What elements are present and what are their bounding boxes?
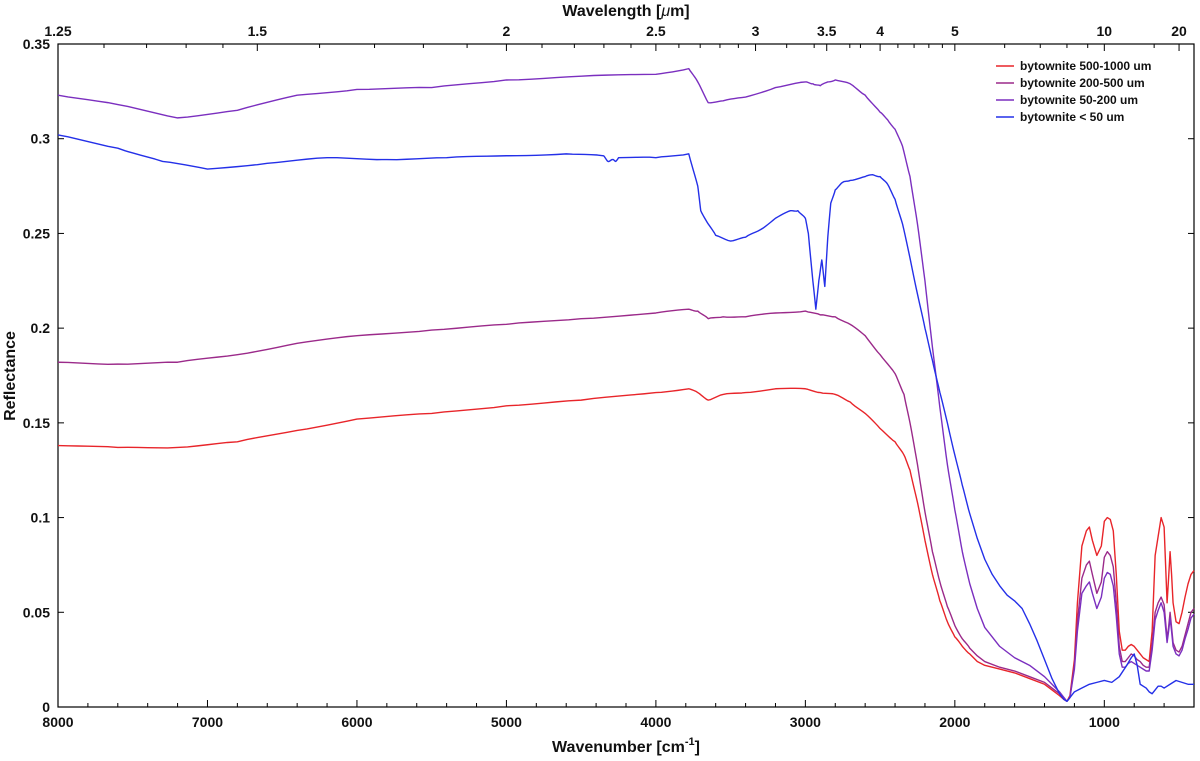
legend: bytownite 500-1000 um bytownite 200-500 u…: [989, 54, 1187, 130]
x-tick-label: 8000: [42, 714, 73, 730]
legend-label: bytownite 50-200 um: [1020, 93, 1138, 107]
x-axis-ticks: 8000 7000 6000 5000 4000 3000 2000 1000: [42, 700, 1195, 730]
top-tick-label: 1.25: [44, 23, 71, 39]
top-tick-label: 5: [951, 23, 959, 39]
y-tick-label: 0.15: [23, 415, 50, 431]
y-axis-title: Reflectance: [2, 331, 19, 421]
top-tick-label: 10: [1097, 23, 1113, 39]
y-tick-label: 0.35: [23, 36, 50, 52]
x-tick-label: 2000: [939, 714, 970, 730]
legend-label: bytownite 500-1000 um: [1020, 59, 1151, 73]
top-tick-label: 20: [1171, 23, 1187, 39]
legend-box: [989, 54, 1187, 130]
y-tick-label: 0.1: [31, 510, 51, 526]
y-axis-ticks: 0 0.05 0.1 0.15 0.2 0.25 0.3 0.35: [23, 36, 1194, 715]
top-axis-title: Wavelength [μm]: [562, 3, 689, 20]
x-tick-label: 1000: [1089, 714, 1120, 730]
top-tick-label: 4: [876, 23, 884, 39]
top-tick-label: 3: [752, 23, 760, 39]
y-tick-label: 0.25: [23, 225, 50, 241]
top-tick-label: 2: [503, 23, 511, 39]
x-tick-label: 3000: [790, 714, 821, 730]
top-tick-label: 1.5: [248, 23, 268, 39]
y-tick-label: 0.3: [31, 131, 51, 147]
y-tick-label: 0.2: [31, 320, 51, 336]
top-tick-label: 3.5: [817, 23, 837, 39]
plot-area: [57, 43, 1195, 708]
series-layer: [57, 67, 1195, 703]
x-tick-label: 5000: [491, 714, 522, 730]
x-tick-label: 6000: [341, 714, 372, 730]
legend-label: bytownite 200-500 um: [1020, 76, 1145, 90]
y-tick-label: 0.05: [23, 604, 50, 620]
series-line: [57, 134, 1194, 703]
x-tick-label: 7000: [192, 714, 223, 730]
top-tick-label: 2.5: [646, 23, 666, 39]
legend-label: bytownite < 50 um: [1020, 110, 1124, 124]
legend-items: bytownite 500-1000 um bytownite 200-500 u…: [996, 59, 1151, 124]
series-line: [57, 67, 1195, 703]
top-axis-ticks: 1.25 1.5 2 2.5 3 3.5 4 5 10 20: [44, 23, 1187, 51]
y-tick-label: 0: [42, 699, 50, 715]
x-tick-label: 4000: [640, 714, 671, 730]
x-axis-title: Wavenumber [cm-1]: [552, 736, 700, 756]
